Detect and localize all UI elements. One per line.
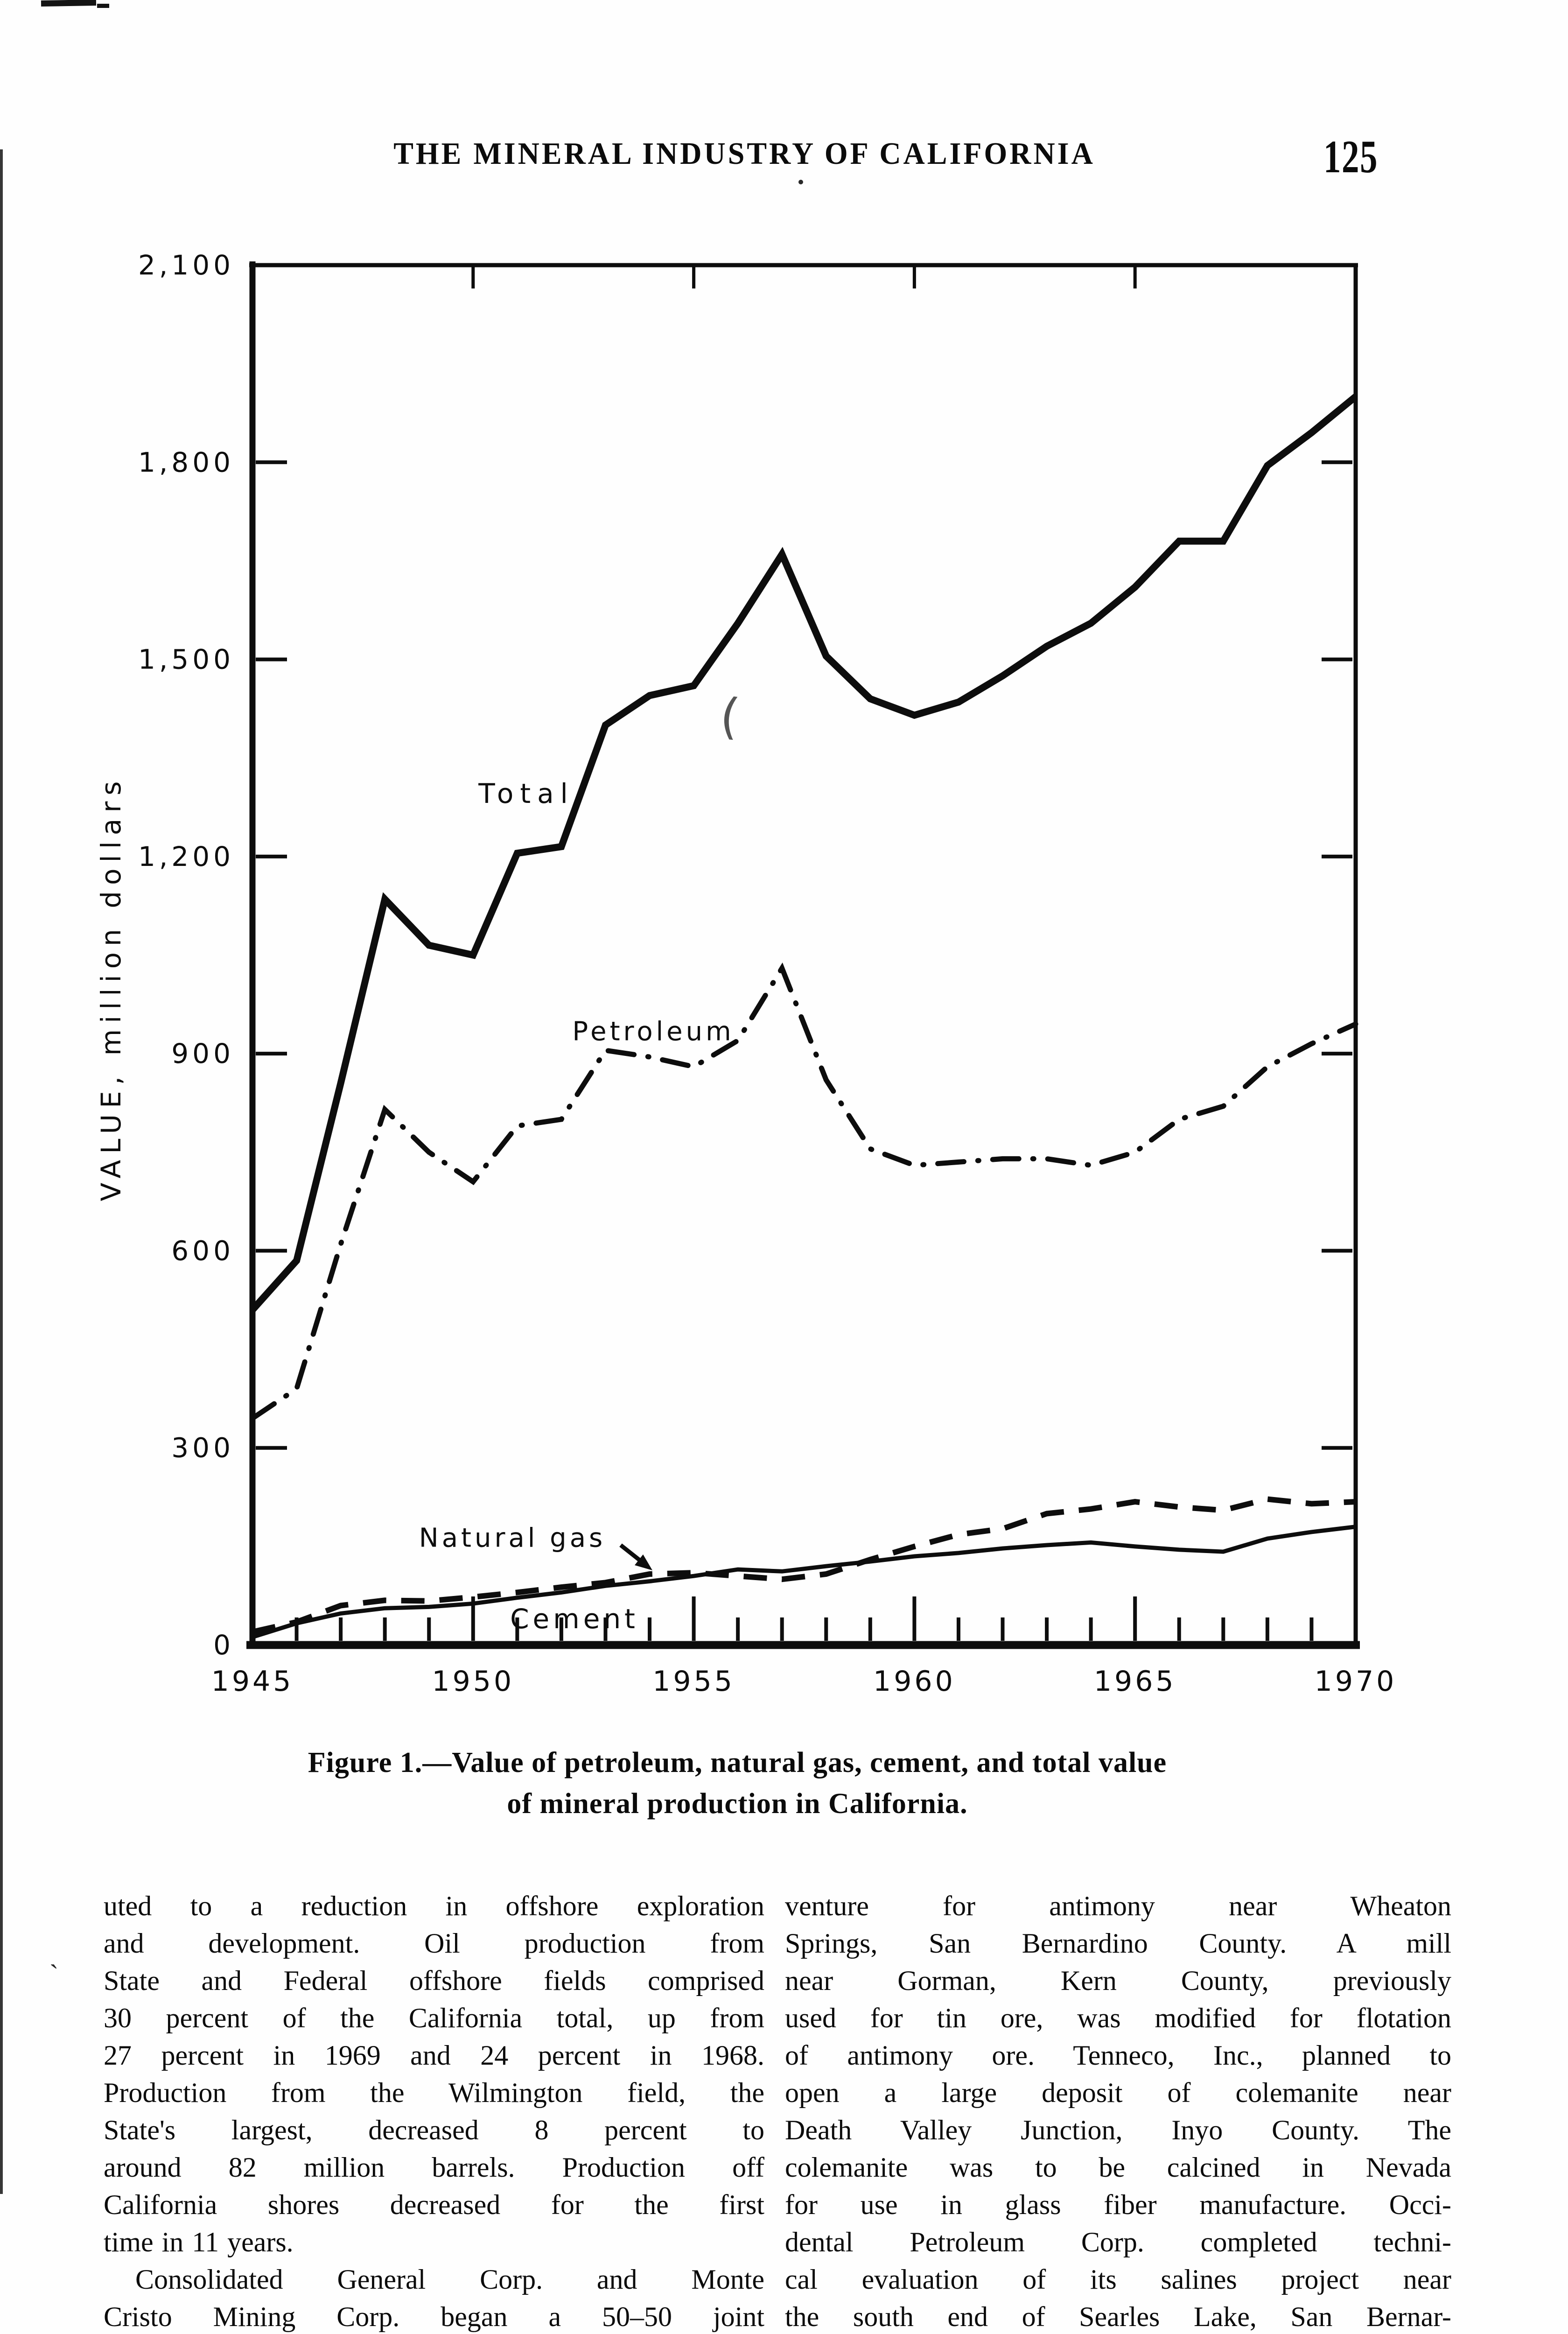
text-line: Cristo Mining Corp. began a 50–50 joint <box>104 2301 764 2332</box>
body-column-left: uted to a reduction in offshore explorat… <box>104 1887 764 2334</box>
text-line: California shores decreased for the firs… <box>104 2189 764 2220</box>
series-total <box>250 394 1358 1313</box>
figure-caption: Figure 1.—Value of petroleum, natural ga… <box>140 1742 1335 1824</box>
series-label-petroleum: Petroleum <box>572 1017 734 1047</box>
figure-caption-line1: Figure 1.—Value of petroleum, natural ga… <box>308 1747 1167 1779</box>
text-line: colemanite was to be calcined in Nevada <box>785 2152 1451 2183</box>
svg-text:1965: 1965 <box>1094 1665 1176 1698</box>
text-line: time in 11 years. <box>104 2227 294 2257</box>
text-line: dental Petroleum Corp. completed techni- <box>785 2227 1451 2257</box>
series-cement <box>252 1525 1356 1639</box>
text-line: for use in glass fiber manufacture. Occi… <box>785 2189 1451 2220</box>
text-line: 30 percent of the California total, up f… <box>104 2003 764 2033</box>
body-column-right: venture for antimony near Wheaton Spring… <box>785 1887 1451 2334</box>
svg-text:600: 600 <box>171 1235 234 1266</box>
svg-text:300: 300 <box>171 1432 234 1464</box>
scan-artifact: ` <box>49 1959 59 1990</box>
svg-text:(: ( <box>717 687 742 746</box>
chart-frame <box>246 261 1360 1649</box>
svg-text:1,200: 1,200 <box>138 841 234 872</box>
svg-text:1945: 1945 <box>211 1665 294 1698</box>
svg-text:1960: 1960 <box>873 1665 956 1698</box>
text-line: State and Federal offshore fields compri… <box>104 1965 764 1996</box>
series-label-natural-gas: Natural gas <box>419 1523 606 1554</box>
series-label-total: Total <box>478 778 574 809</box>
text-line: and development. Oil production from <box>104 1928 764 1959</box>
text-line: State's largest, decreased 8 percent to <box>104 2115 764 2145</box>
svg-text:0: 0 <box>213 1629 234 1661</box>
svg-text:2,100: 2,100 <box>138 249 234 281</box>
svg-text:1950: 1950 <box>432 1665 514 1698</box>
text-line: 27 percent in 1969 and 24 percent in 196… <box>104 2040 764 2071</box>
page-number: 125 <box>1323 131 1378 183</box>
text-line: cal evaluation of its salines project ne… <box>785 2264 1451 2295</box>
svg-text:1,800: 1,800 <box>138 446 234 478</box>
svg-text:1,500: 1,500 <box>138 644 234 675</box>
text-line: open a large deposit of colemanite near <box>785 2077 1451 2108</box>
running-head-title: THE MINERAL INDUSTRY OF CALIFORNIA <box>393 136 1095 171</box>
series-label-cement: Cement <box>510 1603 639 1635</box>
text-line: of antimony ore. Tenneco, Inc., planned … <box>785 2040 1451 2071</box>
svg-text:900: 900 <box>171 1038 234 1069</box>
x-axis-tick-labels: 1945 1950 1955 1960 1965 1970 <box>211 1665 1397 1698</box>
series-petroleum <box>250 962 1358 1421</box>
text-line: used for tin ore, was modified for flota… <box>785 2003 1451 2033</box>
text-line: around 82 million barrels. Production of… <box>104 2152 764 2183</box>
text-line: the south end of Searles Lake, San Berna… <box>785 2301 1451 2332</box>
chart-series-labels: Total Petroleum Natural gas Cement <box>419 778 734 1635</box>
natural-gas-arrow <box>619 1543 652 1570</box>
chart-ticks <box>256 267 1352 1641</box>
text-line: Consolidated General Corp. and Monte <box>135 2264 764 2295</box>
text-line: Springs, San Bernardino County. A mill <box>785 1928 1451 1959</box>
figure-caption-line2: of mineral production in California. <box>507 1788 968 1820</box>
text-line: venture for antimony near Wheaton <box>785 1891 1451 1921</box>
text-line: near Gorman, Kern County, previously <box>785 1965 1451 1996</box>
y-axis-tick-labels: 0 300 600 900 1,200 1,500 1,800 2,100 <box>138 249 234 1661</box>
text-line: Death Valley Junction, Inyo County. The <box>785 2115 1451 2145</box>
svg-text:1955: 1955 <box>652 1665 735 1698</box>
series-natural-gas <box>252 1496 1356 1635</box>
svg-text:1970: 1970 <box>1315 1665 1397 1698</box>
scan-artifact <box>97 4 109 8</box>
chart-series-lines <box>250 394 1358 1639</box>
scan-artifact <box>0 149 3 2194</box>
text-line: uted to a reduction in offshore explorat… <box>104 1891 764 1921</box>
text-line: Production from the Wilmington field, th… <box>104 2077 764 2108</box>
